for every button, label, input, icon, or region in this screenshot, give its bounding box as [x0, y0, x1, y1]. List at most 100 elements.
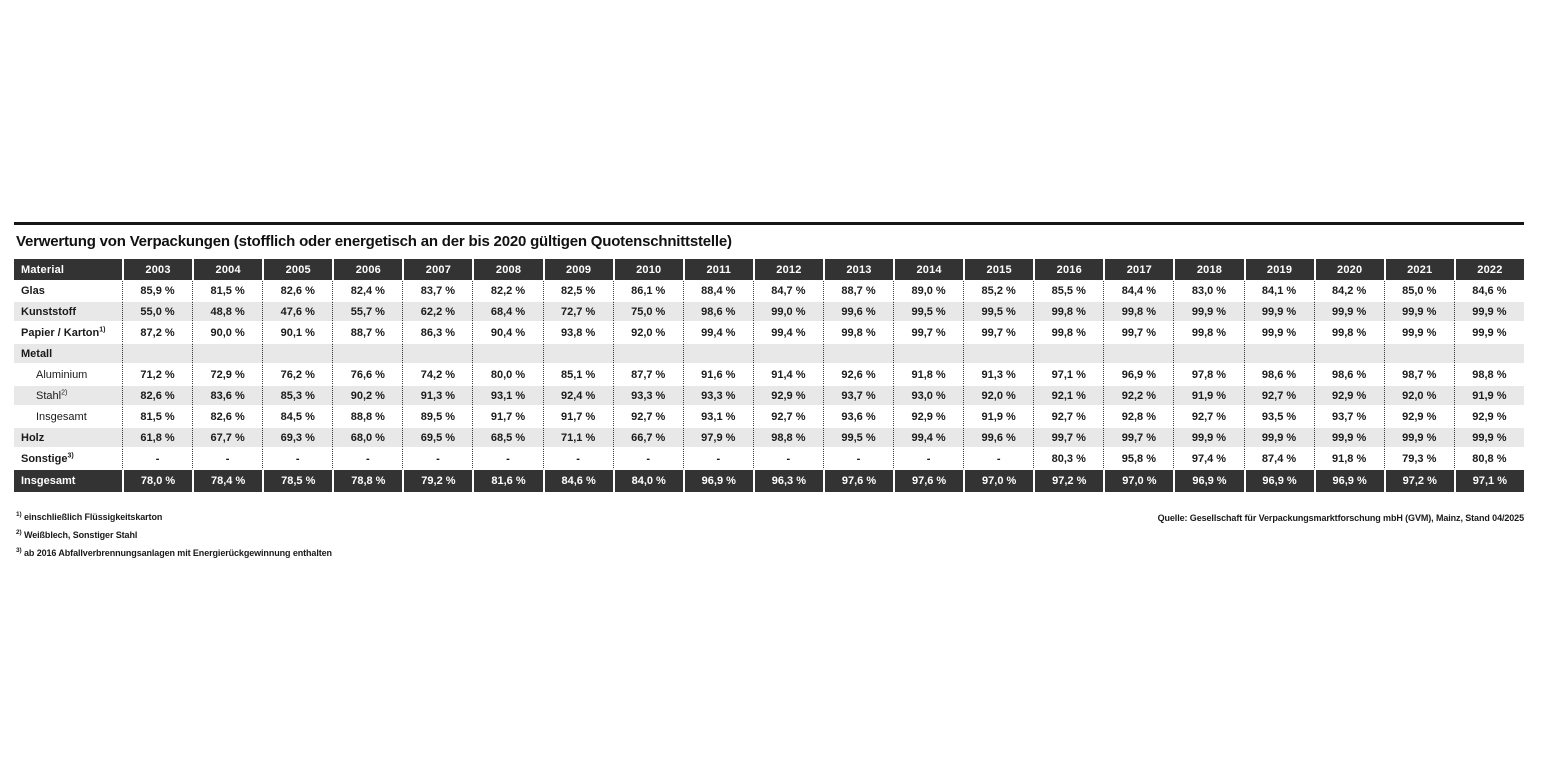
material-label: Sonstige3): [14, 449, 122, 470]
year-column-header: 2004: [192, 259, 263, 281]
total-value-cell: 78,4 %: [192, 470, 263, 492]
value-cell: 91,9 %: [1453, 386, 1524, 407]
packaging-table: Material 2003 2004 2005 2006 2007 2008 2009 2010…: [14, 259, 1524, 492]
total-value-cell: 84,6 %: [542, 470, 613, 492]
value-cell: 92,6 %: [822, 365, 894, 386]
value-cell: [472, 344, 543, 365]
value-cell: 55,7 %: [332, 302, 403, 323]
value-cell: 91,4 %: [752, 365, 823, 386]
total-value-cell: 79,2 %: [402, 470, 473, 492]
material-label-text: Papier / Karton: [21, 326, 100, 339]
value-cell: 83,7 %: [402, 281, 473, 302]
value-cell: [752, 344, 823, 365]
value-cell: 99,9 %: [1383, 302, 1454, 323]
value-cell: 84,1 %: [1243, 281, 1314, 302]
material-column-header: Material: [14, 259, 122, 281]
value-cell: 95,8 %: [1103, 449, 1174, 470]
value-cell: 99,9 %: [1243, 302, 1314, 323]
value-cell: 93,6 %: [822, 407, 894, 428]
total-row: Insgesamt 78,0 % 78,4 % 78,5 % 78,8 % 79,2 % 8…: [14, 470, 1524, 492]
footnote-marker: 2): [61, 388, 68, 396]
value-cell: 67,7 %: [192, 428, 263, 449]
year-column-header: 2009: [542, 259, 613, 281]
value-cell: [893, 344, 964, 365]
table-header-row: Material 2003 2004 2005 2006 2007 2008 2009 2010…: [14, 259, 1524, 281]
value-cell: 99,4 %: [752, 323, 823, 344]
value-cell: 99,9 %: [1383, 323, 1454, 344]
value-cell: 92,9 %: [1383, 407, 1454, 428]
value-cell: 85,3 %: [262, 386, 333, 407]
value-cell: 98,8 %: [1453, 365, 1524, 386]
value-cell: 74,2 %: [402, 365, 473, 386]
value-cell: 99,4 %: [682, 323, 753, 344]
value-cell: 90,1 %: [262, 323, 333, 344]
value-cell: -: [332, 449, 403, 470]
year-column-header: 2005: [262, 259, 333, 281]
value-cell: 92,9 %: [752, 386, 823, 407]
value-cell: 99,5 %: [893, 302, 964, 323]
material-label: Insgesamt: [14, 407, 122, 428]
value-cell: 98,6 %: [1313, 365, 1384, 386]
total-value-cell: 78,0 %: [122, 470, 193, 492]
table-row: Aluminium 71,2 % 72,9 % 76,2 % 76,6 % 74,2 % 8…: [14, 365, 1524, 386]
footnotes: 1) einschließlich Flüssigkeitskarton 2) W…: [16, 511, 332, 566]
value-cell: 87,7 %: [612, 365, 683, 386]
value-cell: 93,5 %: [1243, 407, 1314, 428]
value-cell: [822, 344, 894, 365]
footnote-marker: 1): [99, 325, 106, 333]
value-cell: 90,2 %: [332, 386, 403, 407]
value-cell: 93,7 %: [1313, 407, 1384, 428]
value-cell: 92,0 %: [612, 323, 683, 344]
year-column-header: 2011: [682, 259, 753, 281]
year-column-header: 2010: [612, 259, 683, 281]
value-cell: 68,5 %: [472, 428, 543, 449]
figure-title: Verwertung von Verpackungen (stofflich o…: [16, 233, 732, 250]
total-value-cell: 97,6 %: [893, 470, 964, 492]
value-cell: 99,6 %: [963, 428, 1034, 449]
value-cell: 88,7 %: [332, 323, 403, 344]
table-row: Kunststoff 55,0 % 48,8 % 47,6 % 55,7 % 62,2 %…: [14, 302, 1524, 323]
value-cell: 99,9 %: [1243, 323, 1314, 344]
value-cell: 88,4 %: [682, 281, 753, 302]
value-cell: 92,0 %: [1383, 386, 1454, 407]
value-cell: 84,2 %: [1313, 281, 1384, 302]
value-cell: 99,9 %: [1313, 302, 1384, 323]
value-cell: 97,9 %: [682, 428, 753, 449]
footnote-marker: 3): [67, 451, 74, 459]
value-cell: 99,9 %: [1313, 428, 1384, 449]
value-cell: 92,9 %: [1313, 386, 1384, 407]
value-cell: 99,6 %: [822, 302, 894, 323]
value-cell: 92,9 %: [893, 407, 964, 428]
value-cell: [682, 344, 753, 365]
total-value-cell: 84,0 %: [612, 470, 683, 492]
table-row: Metall: [14, 344, 1524, 365]
total-value-cell: 97,2 %: [1033, 470, 1104, 492]
year-column-header: 2013: [822, 259, 894, 281]
value-cell: 83,6 %: [192, 386, 263, 407]
value-cell: 92,9 %: [1453, 407, 1524, 428]
year-column-header: 2008: [472, 259, 543, 281]
value-cell: 55,0 %: [122, 302, 193, 323]
value-cell: 99,7 %: [1103, 323, 1174, 344]
value-cell: 92,0 %: [963, 386, 1034, 407]
footnote-marker: 1): [16, 511, 22, 518]
value-cell: [1103, 344, 1174, 365]
total-value-cell: 97,0 %: [963, 470, 1034, 492]
value-cell: 99,8 %: [1033, 302, 1104, 323]
value-cell: 93,3 %: [682, 386, 753, 407]
value-cell: 98,8 %: [752, 428, 823, 449]
value-cell: 93,1 %: [682, 407, 753, 428]
material-label-text: Holz: [21, 431, 45, 444]
material-label-text: Sonstige: [21, 452, 68, 465]
value-cell: 99,8 %: [822, 323, 894, 344]
value-cell: -: [122, 449, 193, 470]
value-cell: 91,7 %: [472, 407, 543, 428]
total-label: Insgesamt: [14, 470, 122, 492]
value-cell: -: [262, 449, 333, 470]
year-column-header: 2007: [402, 259, 473, 281]
value-cell: 81,5 %: [192, 281, 263, 302]
value-cell: 83,0 %: [1173, 281, 1244, 302]
value-cell: [1383, 344, 1454, 365]
value-cell: 99,5 %: [963, 302, 1034, 323]
year-column-header: 2022: [1453, 259, 1524, 281]
